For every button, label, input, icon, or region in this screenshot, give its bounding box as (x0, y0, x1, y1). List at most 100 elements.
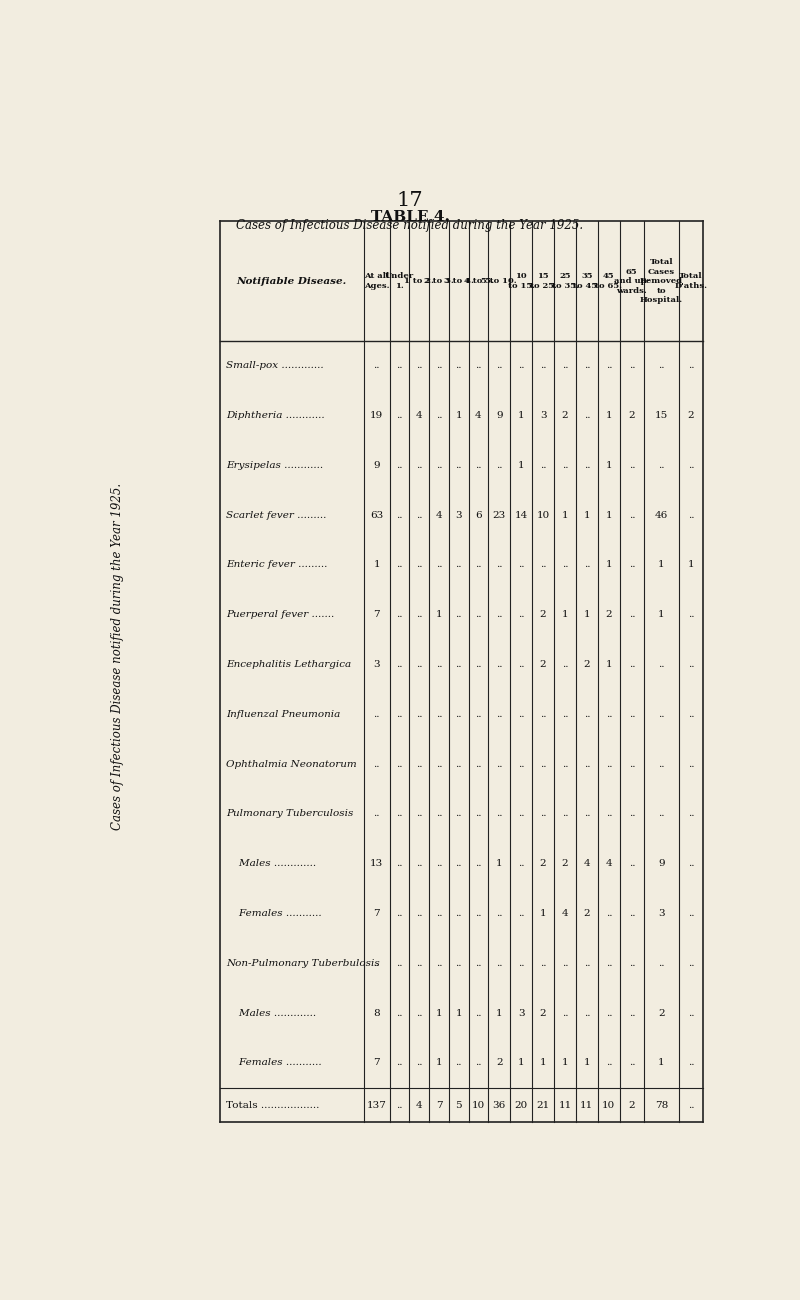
Text: ..: .. (496, 759, 502, 768)
Text: 3 to 4.: 3 to 4. (444, 277, 474, 285)
Text: ..: .. (584, 958, 590, 967)
Text: ..: .. (496, 460, 502, 469)
Text: 13: 13 (370, 859, 383, 868)
Text: 4: 4 (436, 511, 442, 520)
Text: 7: 7 (374, 909, 380, 918)
Text: 2: 2 (629, 1101, 635, 1109)
Text: Females ...........: Females ........... (226, 1058, 322, 1067)
Text: 7: 7 (436, 1101, 442, 1109)
Text: 15
to 25.: 15 to 25. (530, 273, 557, 290)
Text: ..: .. (416, 460, 422, 469)
Text: ..: .. (518, 759, 525, 768)
Text: ..: .. (688, 909, 694, 918)
Text: 25
to 35.: 25 to 35. (551, 273, 578, 290)
Text: ..: .. (584, 361, 590, 370)
Text: ..: .. (436, 411, 442, 420)
Text: ..: .. (606, 759, 612, 768)
Text: 2: 2 (583, 660, 590, 670)
Text: 1: 1 (374, 560, 380, 569)
Text: ..: .. (436, 710, 442, 719)
Text: ..: .. (436, 759, 442, 768)
Text: ..: .. (606, 1058, 612, 1067)
Text: ..: .. (658, 361, 665, 370)
Text: ..: .. (455, 460, 462, 469)
Text: 23: 23 (493, 511, 506, 520)
Text: ..: .. (416, 511, 422, 520)
Text: 63: 63 (370, 511, 383, 520)
Text: 5: 5 (455, 1101, 462, 1109)
Text: 8: 8 (374, 1009, 380, 1018)
Text: ..: .. (584, 411, 590, 420)
Text: 3: 3 (540, 411, 546, 420)
Text: Influenzal Pneumonia: Influenzal Pneumonia (226, 710, 341, 719)
Text: Cases of Infectious Disease notified during the Year 1925.: Cases of Infectious Disease notified dur… (237, 220, 583, 233)
Text: ..: .. (475, 710, 482, 719)
Text: TABLE 4.: TABLE 4. (370, 209, 450, 224)
Text: Enteric fever .........: Enteric fever ......... (226, 560, 328, 569)
Text: ..: .. (475, 958, 482, 967)
Text: ..: .. (475, 1009, 482, 1018)
Text: ..: .. (475, 560, 482, 569)
Text: ..: .. (540, 460, 546, 469)
Text: ..: .. (436, 660, 442, 670)
Text: 1: 1 (436, 1009, 442, 1018)
Text: 2: 2 (496, 1058, 502, 1067)
Text: 17: 17 (397, 191, 423, 209)
Text: 10: 10 (602, 1101, 615, 1109)
Text: Females ...........: Females ........... (226, 909, 322, 918)
Text: ..: .. (629, 361, 635, 370)
Text: Erysipelas ............: Erysipelas ............ (226, 460, 323, 469)
Text: ..: .. (416, 710, 422, 719)
Text: ..: .. (606, 958, 612, 967)
Text: 3: 3 (658, 909, 665, 918)
Text: ..: .. (688, 759, 694, 768)
Text: ..: .. (606, 1009, 612, 1018)
Text: Scarlet fever .........: Scarlet fever ......... (226, 511, 326, 520)
Text: 4: 4 (475, 411, 482, 420)
Text: ..: .. (540, 958, 546, 967)
Text: 2: 2 (540, 859, 546, 868)
Text: 4: 4 (416, 411, 422, 420)
Text: 1: 1 (496, 1009, 502, 1018)
Text: ..: .. (688, 1009, 694, 1018)
Text: ..: .. (658, 958, 665, 967)
Text: 2: 2 (540, 610, 546, 619)
Text: ..: .. (436, 909, 442, 918)
Text: ..: .. (396, 1058, 403, 1067)
Text: ..: .. (475, 361, 482, 370)
Text: 4: 4 (606, 859, 612, 868)
Text: 9: 9 (496, 411, 502, 420)
Text: ..: .. (496, 361, 502, 370)
Text: ..: .. (496, 660, 502, 670)
Text: ..: .. (540, 710, 546, 719)
Text: ..: .. (475, 759, 482, 768)
Text: 1: 1 (562, 511, 568, 520)
Text: ..: .. (518, 361, 525, 370)
Text: 11: 11 (580, 1101, 594, 1109)
Text: ..: .. (606, 810, 612, 818)
Text: ..: .. (688, 361, 694, 370)
Text: Totals ..................: Totals .................. (226, 1101, 320, 1109)
Text: ..: .. (396, 660, 403, 670)
Text: 2: 2 (540, 660, 546, 670)
Text: 1: 1 (518, 460, 525, 469)
Text: ..: .. (475, 859, 482, 868)
Text: 1: 1 (658, 560, 665, 569)
Text: ..: .. (416, 810, 422, 818)
Text: ..: .. (436, 361, 442, 370)
Text: ..: .. (562, 759, 568, 768)
Text: ..: .. (688, 710, 694, 719)
Text: 1: 1 (687, 560, 694, 569)
Text: ..: .. (688, 958, 694, 967)
Text: 1: 1 (540, 909, 546, 918)
Text: ..: .. (436, 958, 442, 967)
Text: 45
to 65.: 45 to 65. (595, 273, 622, 290)
Text: ..: .. (562, 361, 568, 370)
Text: ..: .. (658, 710, 665, 719)
Text: ..: .. (629, 810, 635, 818)
Text: 1: 1 (606, 511, 612, 520)
Text: ..: .. (540, 560, 546, 569)
Text: ..: .. (396, 511, 403, 520)
Text: ..: .. (455, 560, 462, 569)
Text: ..: .. (455, 909, 462, 918)
